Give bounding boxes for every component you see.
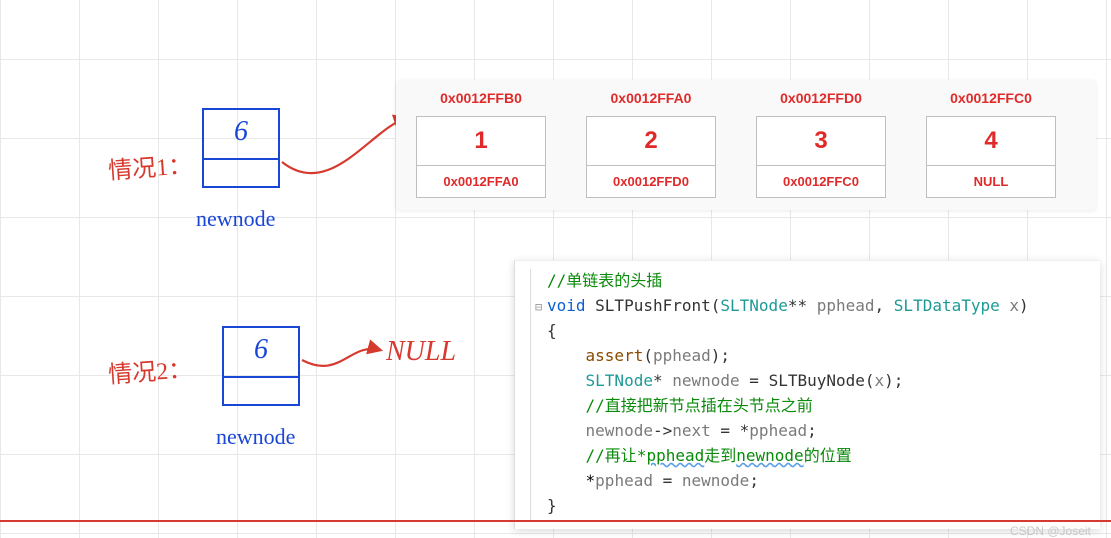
ll-node-1-addr: 0x0012FFB0 [416,90,546,106]
code-line-5: //直接把新节点插在头节点之前 [535,394,1086,419]
code-line-0: //单链表的头插 [535,269,1086,294]
code-line-8: *pphead = newnode; [535,469,1086,494]
ll-node-4-next: NULL [927,166,1055,197]
case1-label: 情况1： [107,145,193,186]
ll-node-1-next: 0x0012FFA0 [417,166,545,197]
bottom-rule [0,520,1111,522]
ll-node-2-next: 0x0012FFD0 [587,166,715,197]
ll-node-2: 0x0012FFA0 2 0x0012FFD0 [586,90,716,198]
watermark: CSDN @Joseit [1010,524,1091,538]
ll-node-3-addr: 0x0012FFD0 [756,90,886,106]
ll-node-4-addr: 0x0012FFC0 [926,90,1056,106]
code-line-6: newnode->next = *pphead; [535,419,1086,444]
code-line-3: assert(pphead); [535,344,1086,369]
code-line-9: } [535,494,1086,519]
ll-node-2-addr: 0x0012FFA0 [586,90,716,106]
ll-node-1: 0x0012FFB0 1 0x0012FFA0 [416,90,546,198]
ll-node-3-next: 0x0012FFC0 [757,166,885,197]
ll-node-3: 0x0012FFD0 3 0x0012FFC0 [756,90,886,198]
case2-label: 情况2： [107,349,193,390]
case1-newnode-box: 6 [202,108,280,188]
ll-node-3-val: 3 [757,117,885,166]
code-line-4: SLTNode* newnode = SLTBuyNode(x); [535,369,1086,394]
ll-node-2-val: 2 [587,117,715,166]
case2-newnode-label: newnode [216,424,295,450]
case1-newnode-value: 6 [204,116,278,148]
code-snippet: //单链表的头插 ⊟void SLTPushFront(SLTNode** pp… [514,260,1100,529]
code-line-1: ⊟void SLTPushFront(SLTNode** pphead, SLT… [535,294,1086,319]
ll-node-4-val: 4 [927,117,1055,166]
ll-node-4: 0x0012FFC0 4 NULL [926,90,1056,198]
case2-null-text: NULL [386,336,456,368]
case2-newnode-box: 6 [222,326,300,406]
case2-newnode-divider [224,376,298,378]
case1-newnode-divider [204,158,278,160]
ll-node-1-val: 1 [417,117,545,166]
code-gutter [519,269,531,521]
case2-newnode-value: 6 [224,334,298,366]
code-line-2: { [535,319,1086,344]
case1-newnode-label: newnode [196,206,275,232]
code-line-7: //再让*pphead走到newnode的位置 [535,444,1086,469]
